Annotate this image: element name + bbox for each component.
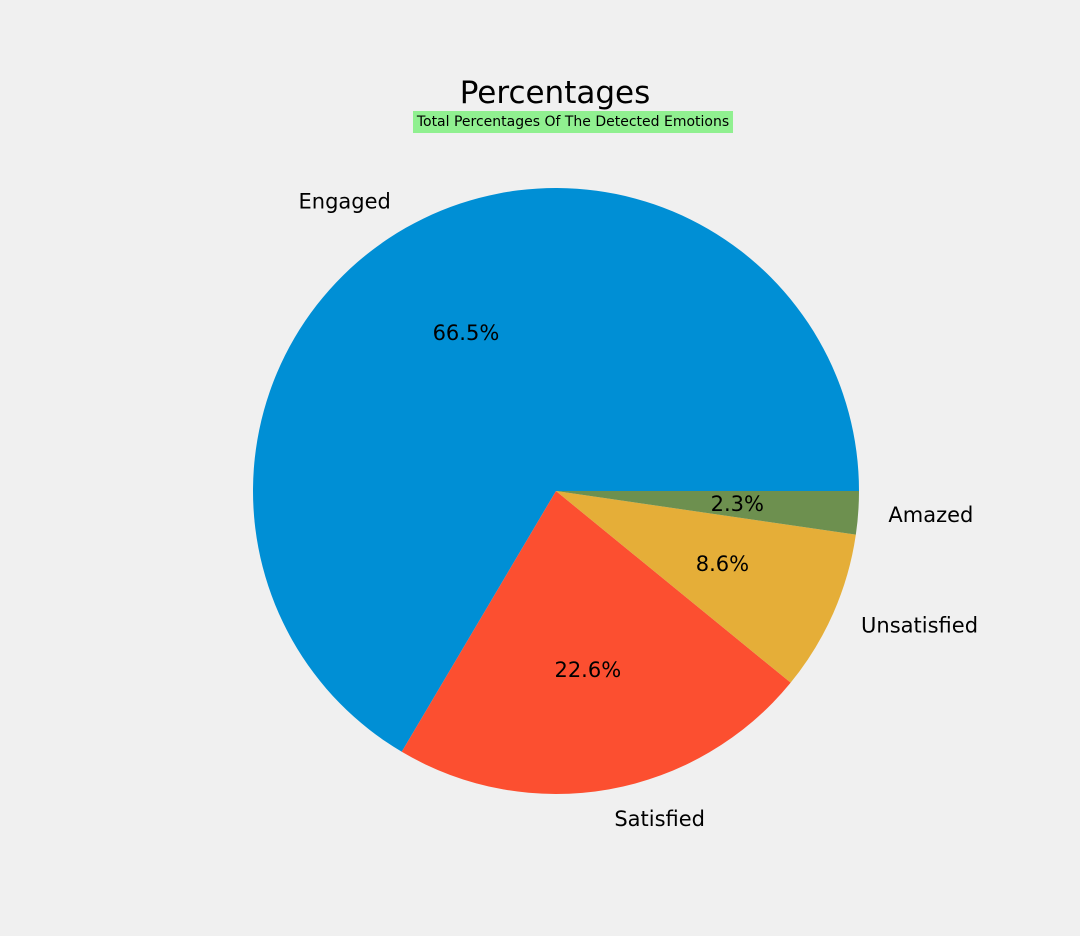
pie-pct-label-engaged: 66.5%	[433, 321, 500, 345]
chart-title: Percentages	[459, 75, 651, 111]
chart-subtitle-wrap: Total Percentages Of The Detected Emotio…	[0, 111, 1080, 133]
pie-slice-engaged	[253, 188, 859, 752]
pie-category-label-engaged: Engaged	[299, 189, 391, 213]
pie-slice-unsatisfied	[556, 491, 856, 683]
pie-slice-amazed	[556, 491, 859, 535]
pie-labels: 66.5% Engaged 22.6% Satisfied 8.6% Unsatisfie…	[299, 189, 979, 831]
pie-slices	[253, 188, 859, 795]
pie-pct-label-satisfied: 22.6%	[554, 658, 621, 682]
pie-slice-satisfied	[401, 491, 791, 795]
pie-category-label-satisfied: Satisfied	[614, 807, 705, 831]
pie-pct-label-amazed: 2.3%	[711, 492, 764, 516]
chart-subtitle: Total Percentages Of The Detected Emotio…	[412, 111, 734, 133]
pie-category-label-unsatisfied: Unsatisfied	[861, 613, 978, 637]
pie-pct-label-unsatisfied: 8.6%	[696, 552, 749, 576]
pie-category-label-amazed: Amazed	[888, 503, 973, 527]
